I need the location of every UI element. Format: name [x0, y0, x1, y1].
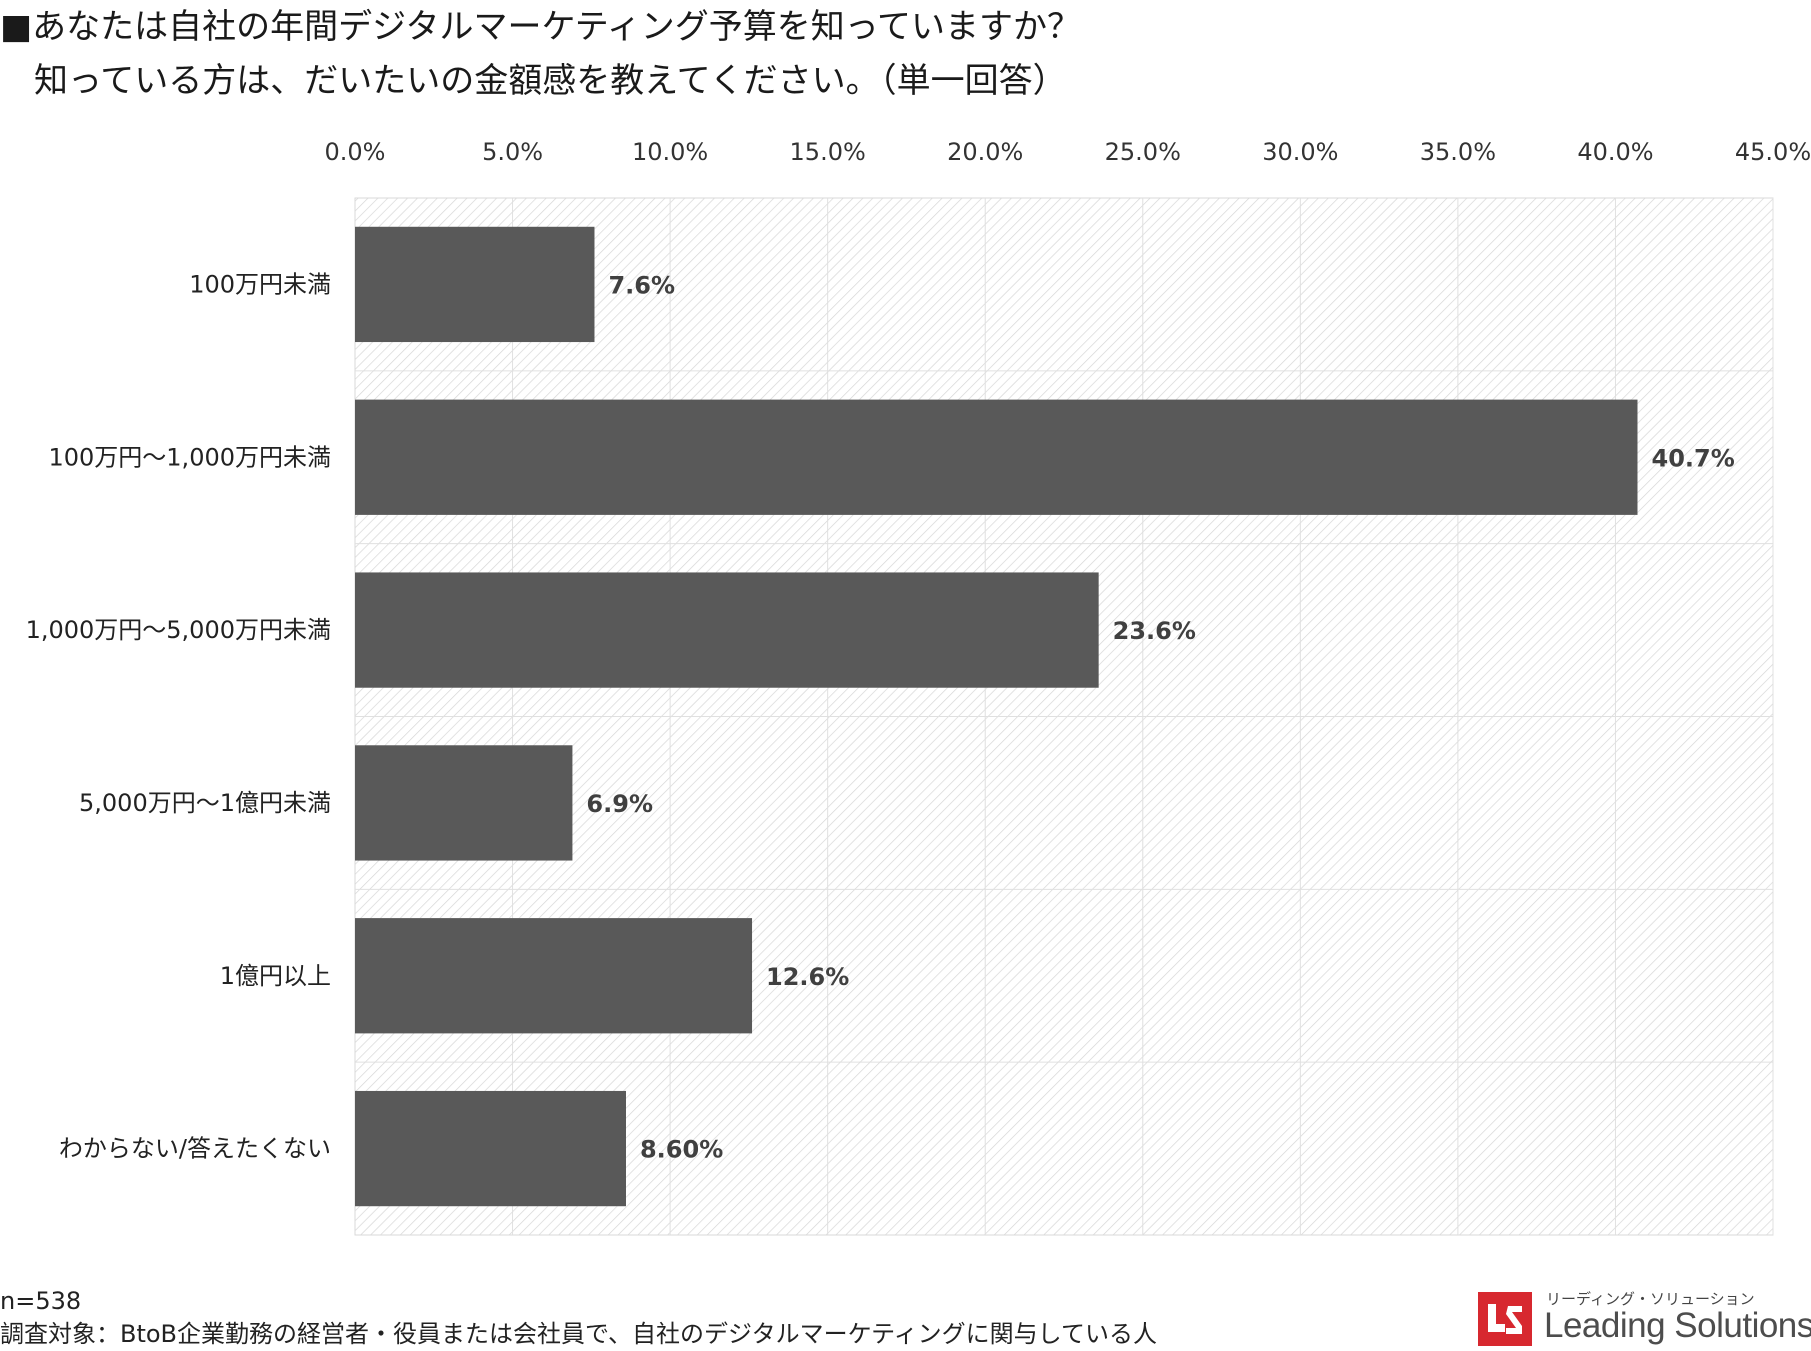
x-axis: 0.0% 5.0% 10.0% 15.0% 20.0% 25.0% 30.0% 35.0% 40… — [325, 138, 1811, 166]
x-tick-label: 35.0% — [1420, 138, 1496, 166]
logo-name: Leading Solutions — [1544, 1306, 1811, 1345]
company-logo: リーディング・ソリューション Leading Solutions — [1478, 1288, 1811, 1348]
logo-mark-icon — [1478, 1292, 1532, 1346]
gridlines — [355, 198, 1774, 1235]
value-label: 6.9% — [586, 790, 653, 818]
chart-title: ■あなたは自社の年間デジタルマーケティング予算を知っていますか？ 知っている方は… — [0, 0, 1081, 108]
logo-subtitle: リーディング・ソリューション — [1546, 1290, 1755, 1308]
x-tick-label: 5.0% — [482, 138, 543, 166]
value-label: 12.6% — [766, 963, 849, 991]
title-line-1: ■あなたは自社の年間デジタルマーケティング予算を知っていますか？ — [0, 7, 1082, 47]
x-tick-label: 0.0% — [325, 138, 386, 166]
bar — [355, 1090, 626, 1207]
footnote: n=538 調査対象：BtoB企業勤務の経営者・役員または会社員で、自社のデジタ… — [0, 1285, 1157, 1351]
value-label: 23.6% — [1113, 617, 1196, 645]
survey-target: 調査対象：BtoB企業勤務の経営者・役員または会社員で、自社のデジタルマーケティ… — [0, 1320, 1157, 1348]
category-axis: 100万円未満 100万円～1,000万円未満 1,000万円～5,000万円未満 5… — [26, 270, 331, 1162]
category-label: 1,000万円～5,000万円未満 — [26, 616, 331, 644]
bar — [355, 745, 573, 861]
value-label: 40.7% — [1652, 444, 1735, 472]
bar-chart: 0.0% 5.0% 10.0% 15.0% 20.0% 25.0% 30.0% 35.0% 40… — [26, 138, 1811, 1236]
data-labels: 7.6% 40.7% 23.6% 6.9% 12.6% 8.60% — [586, 271, 1734, 1163]
category-label: 5,000万円～1億円未満 — [79, 789, 331, 817]
bars — [355, 226, 1638, 1207]
bar — [355, 226, 595, 343]
category-label: 100万円～1,000万円未満 — [48, 443, 331, 471]
x-tick-label: 10.0% — [632, 138, 708, 166]
category-label: わからない/答えたくない — [59, 1135, 331, 1163]
bar — [355, 918, 753, 1034]
bar — [355, 572, 1099, 688]
title-line-2: 知っている方は、だいたいの金額感を教えてください。（単一回答） — [34, 61, 1067, 101]
sample-size: n=538 — [0, 1287, 82, 1315]
category-label: 100万円未満 — [189, 270, 331, 298]
x-tick-label: 20.0% — [947, 138, 1023, 166]
category-label: 1億円以上 — [220, 962, 331, 990]
x-tick-label: 30.0% — [1262, 138, 1338, 166]
x-tick-label: 45.0% — [1735, 138, 1811, 166]
x-tick-label: 15.0% — [790, 138, 866, 166]
bar — [355, 399, 1638, 515]
x-tick-label: 40.0% — [1577, 138, 1653, 166]
x-tick-label: 25.0% — [1105, 138, 1181, 166]
value-label: 7.6% — [608, 271, 675, 299]
value-label: 8.60% — [640, 1136, 723, 1164]
